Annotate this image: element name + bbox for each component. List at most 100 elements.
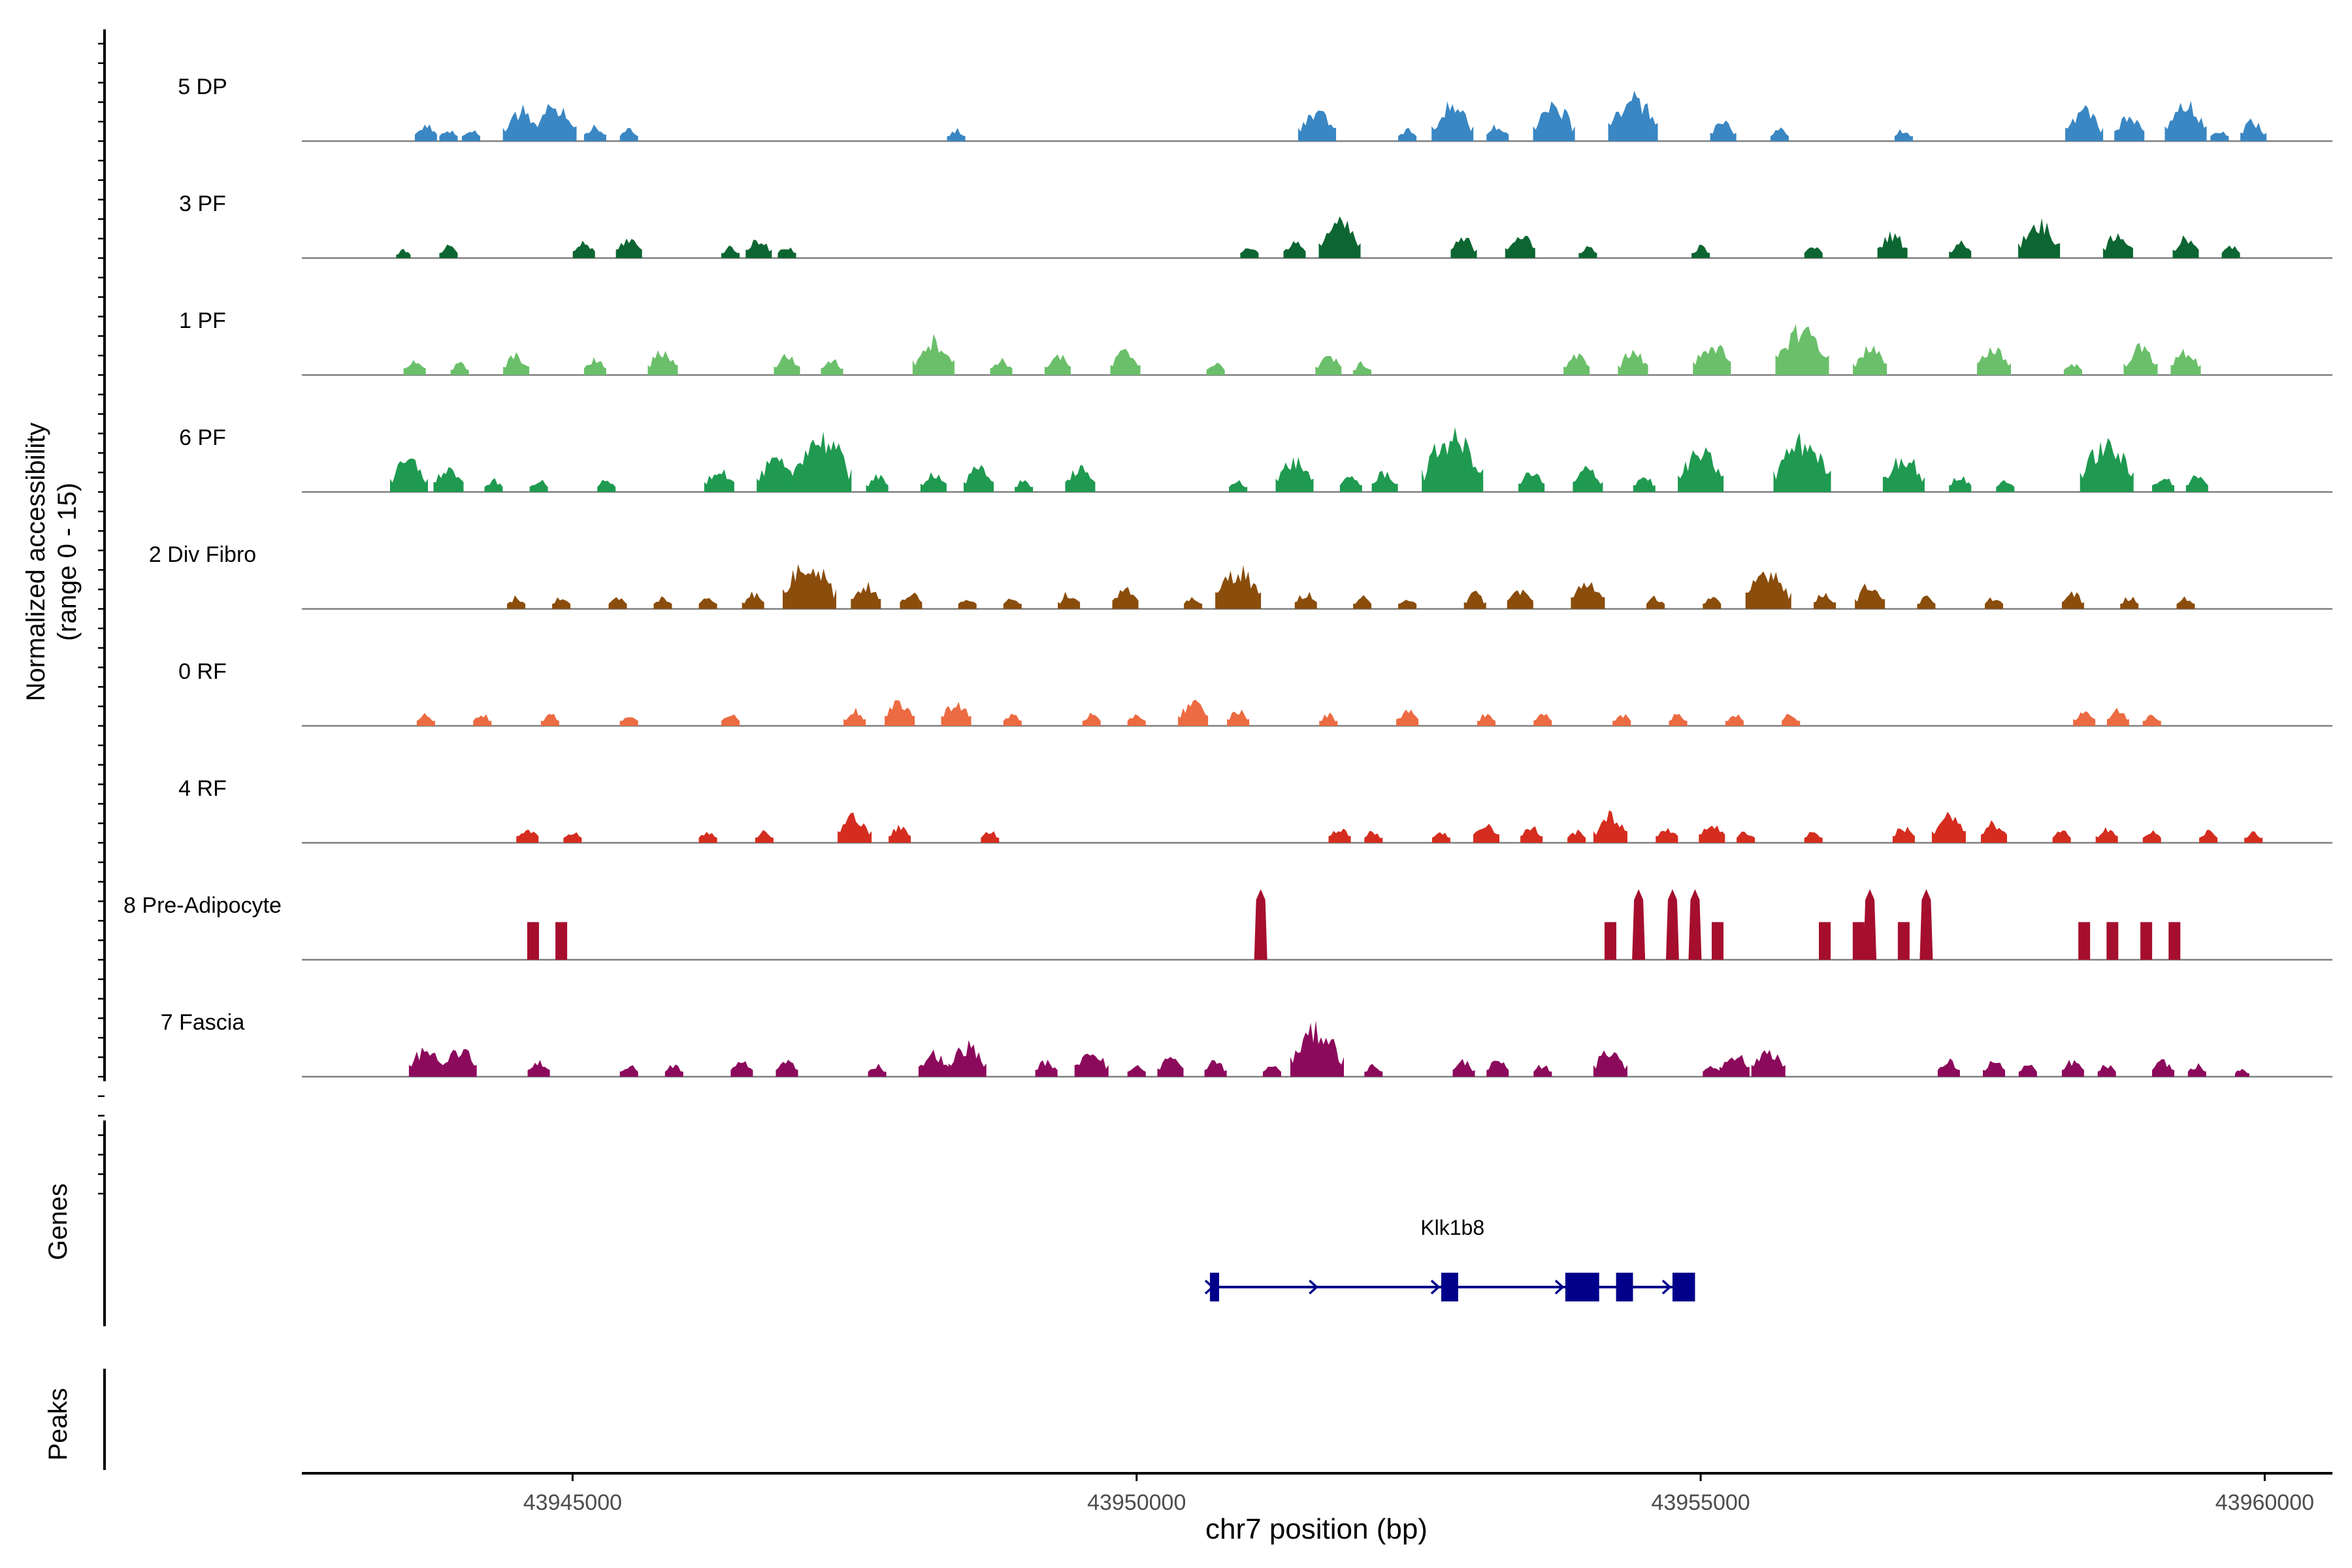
coverage-peak — [1618, 350, 1648, 375]
coverage-peak — [619, 717, 638, 726]
coverage-peak — [2061, 591, 2084, 609]
coverage-peak — [866, 474, 889, 492]
coverage-peak — [1770, 127, 1789, 141]
coverage-peak — [1082, 712, 1101, 726]
coverage-peak — [1983, 1060, 2005, 1077]
coverage-peak — [2142, 830, 2161, 843]
coverage-peak — [2170, 348, 2201, 375]
coverage-peak — [2080, 438, 2134, 492]
coverage-peak — [721, 714, 740, 726]
coverage-peak — [2065, 105, 2104, 141]
coverage-peak — [1262, 1066, 1281, 1077]
coverage-peak — [1318, 216, 1361, 258]
coverage-peak — [1711, 922, 1723, 960]
coverage-peak — [774, 353, 800, 375]
coverage-peak — [2114, 116, 2145, 141]
coverage-peak — [1294, 592, 1317, 609]
coverage-peak — [1977, 347, 2011, 375]
coverage-peak — [1894, 129, 1913, 141]
strand-arrow — [1554, 1279, 1565, 1295]
coverage-peak — [958, 600, 977, 609]
coverage-peak — [1855, 583, 1886, 609]
coverage-peak — [552, 597, 571, 609]
coverage-peak — [721, 245, 740, 258]
coverage-peak — [2164, 101, 2207, 141]
track-4-rf: 4 RF — [178, 776, 2332, 844]
coverage-peak — [527, 1060, 550, 1077]
coverage-peak — [2221, 245, 2240, 258]
x-tick-label: 43960000 — [2215, 1490, 2314, 1515]
track-label: 1 PF — [179, 308, 226, 333]
coverage-peak — [450, 361, 469, 375]
coverage-peak — [776, 1060, 798, 1077]
track-3-pf: 3 PF — [179, 191, 2332, 259]
coverage-peak — [2102, 233, 2133, 258]
coverage-peak — [745, 240, 772, 258]
coverage-peak — [2106, 922, 2119, 960]
coverage-peak — [619, 127, 638, 141]
coverage-peak — [1919, 889, 1933, 960]
coverage-peak — [503, 351, 530, 375]
coverage-peak — [1507, 589, 1533, 609]
coverage-peak — [2097, 1064, 2116, 1077]
coverage-peak — [868, 1064, 887, 1077]
gene-exon — [1565, 1273, 1599, 1301]
coverage-peak — [1065, 465, 1096, 492]
coverage-peak — [918, 1049, 949, 1077]
coverage-peak — [1703, 596, 1722, 609]
coverage-peak — [1612, 714, 1631, 726]
y-axis-title-line2: (range 0 - 15) — [53, 483, 82, 641]
coverage-peak — [1003, 713, 1022, 726]
track-label: 7 Fascia — [161, 1010, 245, 1035]
coverage-peak — [1563, 353, 1590, 375]
track-5-dp: 5 DP — [178, 74, 2332, 142]
coverage-peak — [2073, 711, 2096, 726]
coverage-peak — [1751, 1049, 1786, 1077]
coverage-peak — [889, 825, 911, 843]
coverage-peak — [2185, 475, 2208, 492]
coverage-peak — [698, 832, 717, 843]
coverage-peak — [1593, 810, 1627, 843]
coverage-peak — [1632, 889, 1646, 960]
coverage-peak — [507, 595, 526, 609]
coverage-peak — [1533, 1064, 1552, 1077]
coverage-peak — [1608, 90, 1658, 141]
x-tick-label: 43945000 — [523, 1490, 622, 1515]
coverage-peak — [1364, 1064, 1383, 1077]
coverage-peak — [2140, 922, 2153, 960]
genes-track-label: Genes — [44, 1183, 73, 1260]
coverage-peak — [1917, 595, 1936, 609]
coverage-peak — [900, 593, 923, 609]
coverage-peak — [1127, 1065, 1146, 1077]
coverage-peak — [2199, 830, 2218, 843]
coverage-peak — [1669, 713, 1688, 726]
coverage-peak — [2078, 922, 2091, 960]
coverage-peak — [1518, 472, 1545, 492]
coverage-peak — [1703, 1066, 1722, 1077]
coverage-peak — [555, 922, 568, 960]
coverage-peak — [2168, 922, 2181, 960]
coverage-peak — [1398, 600, 1417, 609]
coverage-peak — [1892, 826, 1915, 843]
coverage-peak — [1283, 241, 1306, 258]
coverage-peak — [730, 1061, 753, 1077]
coverage-peak — [529, 480, 548, 492]
coverage-peak — [790, 431, 852, 492]
track-label: 3 PF — [179, 191, 226, 216]
coverage-peak — [439, 130, 458, 141]
coverage-peak — [1949, 240, 1972, 258]
coverage-peak — [1710, 120, 1737, 141]
coverage-peak — [941, 702, 972, 726]
coverage-peak — [1897, 922, 1910, 960]
coverage-peak — [572, 240, 595, 258]
coverage-peak — [1074, 1053, 1109, 1077]
coverage-peak — [1691, 244, 1710, 258]
coverage-peak — [2061, 1060, 2084, 1077]
coverage-peak — [1110, 348, 1141, 375]
coverage-peak — [1398, 127, 1417, 141]
coverage-peak — [1328, 828, 1351, 843]
coverage-peak — [821, 359, 843, 375]
coverage-peak — [885, 700, 915, 726]
coverage-peak — [516, 830, 539, 843]
coverage-peak — [1533, 713, 1552, 726]
